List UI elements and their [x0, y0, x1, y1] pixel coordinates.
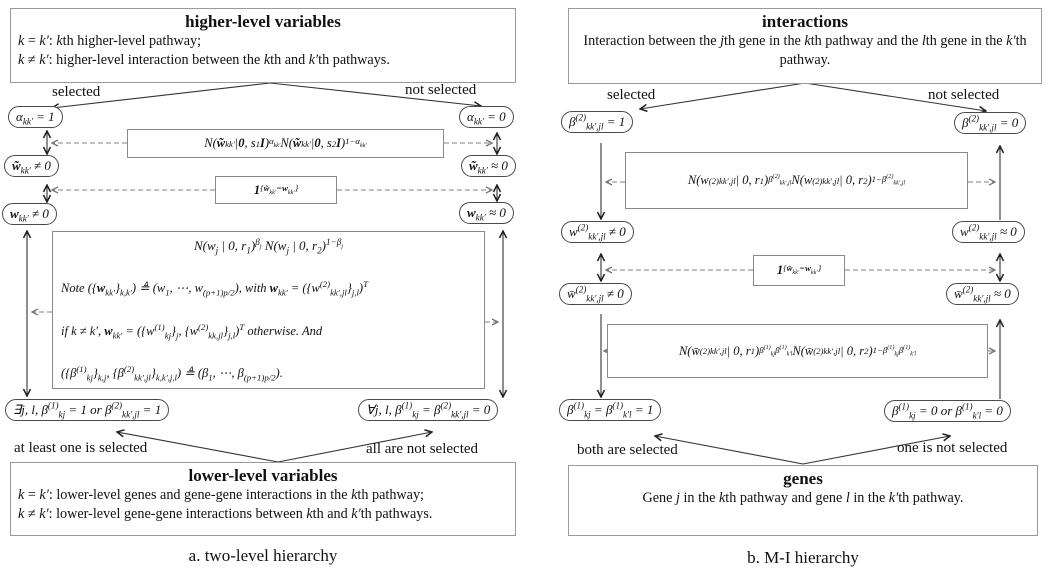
- big-box-line3: if k ≠ k′, wkk′ = ({w(1)kj}j, {w(2)kk,jl…: [61, 321, 323, 341]
- formula-indicator-a: 1 {w̃kk′=wkk′}: [215, 176, 337, 204]
- big-box-line2: Note ({wkk′}k,k′) ≜ (w1, ⋯, w(p+1)p/2), …: [61, 279, 368, 298]
- formula-indicator-b: 1 {w̄kk′=wkk′}: [753, 255, 845, 286]
- node-alpha-selected: αkk′ = 1: [8, 106, 63, 129]
- label-at-least-one: at least one is selected: [14, 440, 148, 456]
- interactions-box: interactions Interaction between the jth…: [568, 8, 1042, 84]
- node-w-nonzero: wkk′ ≠ 0: [2, 203, 57, 226]
- label-all-not: all are not selected: [366, 441, 479, 457]
- label-selected-b: selected: [607, 87, 656, 103]
- caption-b: b. M-I hierarchy: [747, 548, 859, 567]
- higher-level-variables-box: higher-level variables k = k′: kth highe…: [10, 8, 516, 83]
- node-wbar2-approx-zero: w̄(2)kk′,jl ≈ 0: [946, 283, 1019, 306]
- lower-level-line2: k ≠ k′: lower-level gene-gene interactio…: [18, 506, 433, 523]
- lower-level-title: lower-level variables: [188, 466, 338, 485]
- node-beta2-not-selected: β(2)kk′,jl = 0: [954, 112, 1027, 135]
- node-wbar2-nonzero: w̄(2)kk′,jl ≠ 0: [559, 283, 632, 306]
- formula-spike-slab-beta1: N(w̄ (2) kk′,jl | 0, r 1) β(1)kjβ(1)k′l N(w̄…: [607, 324, 988, 378]
- arrow-bottom-fan-left-a: [117, 432, 279, 463]
- formula-big-box: N(wj | 0, r1)βj N(wj | 0, r2)1−βj Note (…: [52, 231, 485, 389]
- node-alpha-not-selected: αkk′ = 0: [459, 106, 514, 129]
- node-wtilde-approx-zero: w̃kk′ ≈ 0: [461, 155, 516, 178]
- big-box-line1: N(wj | 0, r1)βj N(wj | 0, r2)1−βj: [193, 236, 344, 256]
- genes-title: genes: [783, 469, 823, 488]
- higher-level-line2: k ≠ k′: higher-level interaction between…: [18, 52, 390, 69]
- node-wtilde-nonzero: w̃kk′ ≠ 0: [4, 155, 59, 178]
- label-both-selected: both are selected: [577, 442, 678, 458]
- label-selected-a: selected: [52, 84, 101, 100]
- label-not-selected-b: not selected: [928, 87, 1000, 103]
- label-one-not-selected: one is not selected: [897, 440, 1008, 456]
- lower-level-variables-box: lower-level variables k = k′: lower-leve…: [10, 462, 516, 536]
- genes-box: genes Gene j in the kth pathway and gene…: [568, 465, 1038, 536]
- node-w-approx-zero: wkk′ ≈ 0: [459, 202, 514, 225]
- node-exists-selected: ∃j, l, β(1)kj = 1 or β(2)kk′,jl = 1: [5, 399, 170, 422]
- arrow-bottom-fan-left-b: [655, 436, 804, 465]
- interactions-title: interactions: [762, 12, 848, 31]
- arrow-bottom-fan-right-b: [802, 436, 950, 465]
- node-beta1-both: β(1)kj = β(1)k′l = 1: [559, 399, 662, 422]
- arrow-top-fan-left-a: [52, 82, 271, 108]
- label-not-selected-a: not selected: [405, 82, 477, 98]
- node-w2-nonzero: w(2)kk′,jl ≠ 0: [561, 221, 634, 244]
- arrow-bottom-fan-right-a: [277, 432, 432, 463]
- big-box-line4: ({β(1)kj}k,j, {β(2)kk′,jl}k,k′,j,l) ≜ (β…: [61, 364, 283, 383]
- node-w2-approx-zero: w(2)kk′,jl ≈ 0: [952, 221, 1025, 244]
- arrow-top-fan-left-b: [640, 82, 806, 109]
- higher-level-line1: k = k′: kth higher-level pathway;: [18, 33, 202, 50]
- formula-spike-slab-alpha: N(w̃ kk′ | 0, s 1 I) αkk′ N(w̃ kk′ | 0, s 2 I) 1…: [127, 129, 444, 158]
- caption-a: a. two-level hierarchy: [188, 546, 338, 565]
- interactions-line1: Interaction between the jth gene in the …: [583, 33, 1027, 69]
- node-forall-not-selected: ∀j, l, β(1)kj = β(2)kk′,jl = 0: [358, 399, 499, 422]
- node-beta2-selected: β(2)kk′,jl = 1: [561, 111, 634, 134]
- arrow-top-fan-right-b: [804, 82, 986, 111]
- formula-spike-slab-beta2: N(w (2) kk′,jl | 0, r 1) β(2)kk′,jl N(w (2) kk…: [625, 152, 968, 209]
- genes-line1: Gene j in the kth pathway and gene l in …: [642, 490, 964, 507]
- arrow-top-fan-right-a: [269, 82, 481, 106]
- lower-level-line1: k = k′: lower-level genes and gene-gene …: [18, 487, 424, 504]
- node-beta1-one-not: β(1)kj = 0 or β(1)k′l = 0: [884, 400, 1011, 423]
- higher-level-title: higher-level variables: [185, 12, 341, 31]
